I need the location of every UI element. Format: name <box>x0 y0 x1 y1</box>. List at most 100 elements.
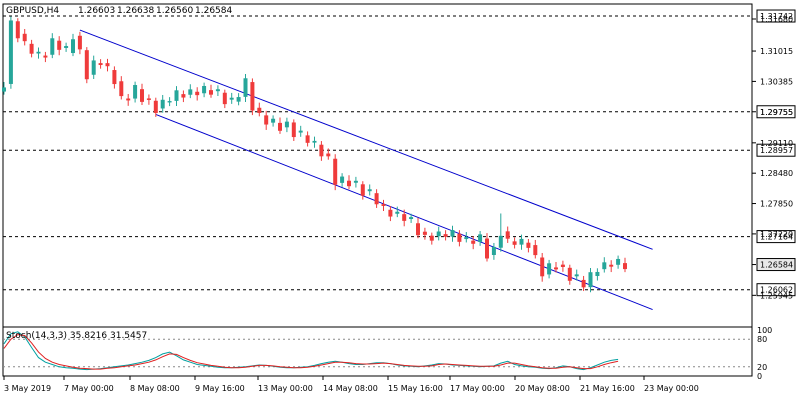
candle-body <box>464 237 469 240</box>
candle-body <box>429 235 434 241</box>
low-value: 1.26560 <box>156 6 193 16</box>
candle-body <box>505 231 510 239</box>
time-tick-label: 20 May 08:00 <box>515 384 570 393</box>
stoch-tick-label: 80 <box>757 335 767 344</box>
candle-body <box>188 89 193 95</box>
channel-upper-line[interactable] <box>79 29 653 250</box>
price-tick-label: 1.31015 <box>760 47 793 56</box>
candle-body <box>547 263 552 275</box>
candle-body <box>15 21 20 39</box>
stoch-tick-label: 100 <box>757 326 772 335</box>
candle-body <box>167 101 172 103</box>
candle-body <box>623 263 627 270</box>
level-label-box <box>756 9 796 23</box>
candle-body <box>388 209 393 217</box>
candle-body <box>57 40 62 50</box>
candle-body <box>374 193 379 205</box>
candle-body <box>616 258 621 265</box>
candle-body <box>153 100 158 113</box>
level-label: 1.28957 <box>760 146 793 155</box>
open-value: 1.26603 <box>78 6 115 16</box>
candle-body <box>540 257 545 277</box>
high-value: 1.26638 <box>117 6 154 16</box>
candle-body <box>595 271 600 277</box>
price-tick-label: 1.30385 <box>760 77 793 86</box>
candle-body <box>409 217 414 220</box>
candle-body <box>50 38 55 55</box>
candle-body <box>298 130 303 133</box>
candle-body <box>146 98 151 100</box>
time-tick-label: 9 May 16:00 <box>195 384 245 393</box>
stochastic-panel <box>3 331 752 371</box>
candle-body <box>195 91 200 96</box>
time-tick-label: 3 May 2019 <box>4 384 51 393</box>
candle-body <box>236 97 241 102</box>
candle-body <box>381 204 386 206</box>
price-tick-label: 1.31680 <box>760 15 793 24</box>
stoch-tick-label: 0 <box>757 372 762 381</box>
candle-body <box>209 90 213 95</box>
time-tick-label: 15 May 16:00 <box>388 384 443 393</box>
candle-body <box>353 180 358 183</box>
stochastic-label: Stoch(14,3,3) 35.8216 31.5457 <box>6 331 147 341</box>
candle-body <box>264 115 269 125</box>
candle-body <box>347 180 351 187</box>
candle-body <box>278 122 282 131</box>
candle-body <box>250 82 255 111</box>
candle-body <box>71 39 75 54</box>
candle-body <box>554 267 558 270</box>
candle-body <box>478 234 483 242</box>
candle-body <box>450 230 455 237</box>
level-label-box <box>756 283 796 297</box>
candle-body <box>291 122 296 138</box>
level-label: 1.27164 <box>760 233 793 242</box>
candle-body <box>202 85 207 94</box>
time-tick-label: 8 May 08:00 <box>130 384 180 393</box>
candle-body <box>602 262 607 270</box>
candle-body <box>112 70 117 85</box>
candle-body <box>2 87 6 92</box>
candle-body <box>181 94 186 98</box>
candle-body <box>533 245 538 256</box>
level-label-box <box>756 230 796 244</box>
price-tick-label: 1.29755 <box>760 108 793 117</box>
candle-body <box>305 135 310 143</box>
candle-body <box>312 140 317 143</box>
candle-body <box>519 238 524 245</box>
candle-body <box>333 158 338 185</box>
candle-body <box>567 267 572 281</box>
candle-body <box>22 33 27 42</box>
price-tick-label: 1.27220 <box>760 230 793 239</box>
candle-body <box>98 63 103 66</box>
level-label-box <box>756 105 796 119</box>
time-tick-label: 21 May 16:00 <box>580 384 635 393</box>
candle-body <box>77 35 82 50</box>
candle-body <box>360 184 365 196</box>
time-tick-label: 23 May 00:00 <box>644 384 699 393</box>
candle-body <box>91 60 96 75</box>
candle-body <box>609 264 614 267</box>
time-tick-label: 17 May 00:00 <box>450 384 505 393</box>
candle-body <box>340 176 345 183</box>
time-tick-label: 13 May 00:00 <box>258 384 313 393</box>
candle-body <box>436 231 441 237</box>
candle-body <box>395 211 400 214</box>
candle-body <box>491 246 496 256</box>
candle-body <box>485 238 489 259</box>
candle-body <box>140 89 144 102</box>
candle-body <box>126 98 131 101</box>
stoch-signal-line <box>3 334 619 370</box>
candle-body <box>215 89 220 92</box>
candle-body <box>581 279 586 288</box>
level-label-box <box>756 143 796 157</box>
candle-body <box>229 97 234 100</box>
candle-body <box>319 144 324 157</box>
price-tick-label: 1.25945 <box>760 291 793 300</box>
candle-body <box>271 118 276 123</box>
price-tick-label: 1.29110 <box>760 139 793 148</box>
candle-body <box>560 264 565 267</box>
level-label: 1.29755 <box>760 108 793 117</box>
stoch-tick-label: 20 <box>757 363 767 372</box>
price-tick-label: 1.28480 <box>760 169 793 178</box>
